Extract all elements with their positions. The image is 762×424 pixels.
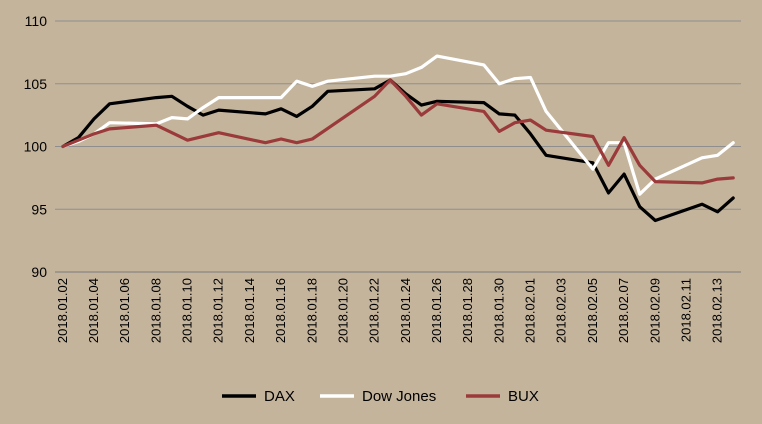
gridlines (55, 20, 741, 273)
legend-label: BUX (508, 388, 539, 405)
x-tick-label: 2018.01.30 (491, 278, 506, 343)
legend-label: DAX (264, 388, 295, 405)
x-tick-label: 2018.01.10 (180, 278, 195, 343)
x-tick-label: 2018.02.09 (647, 278, 662, 343)
y-axis-ticks: 90 95 100 105 110 (24, 13, 48, 280)
y-tick-label: 100 (24, 139, 48, 155)
series-lines (61, 54, 735, 223)
x-tick-label: 2018.01.02 (55, 278, 70, 343)
x-tick-label: 2018.01.18 (304, 278, 319, 343)
x-tick-label: 2018.01.24 (398, 278, 413, 343)
x-tick-label: 2018.02.11 (678, 278, 693, 342)
x-tick-label: 2018.02.05 (585, 278, 600, 343)
x-tick-label: 2018.01.20 (335, 278, 350, 343)
x-tick-label: 2018.01.16 (273, 278, 288, 343)
x-tick-label: 2018.02.07 (616, 278, 631, 343)
x-tick-label: 2018.01.22 (367, 278, 382, 343)
x-tick-label: 2018.02.13 (710, 278, 725, 343)
series-line-bux (61, 78, 735, 185)
x-axis-ticks: 2018.01.02 2018.01.04 2018.01.06 2018.01.08… (55, 278, 725, 343)
x-tick-label: 2018.01.06 (117, 278, 132, 343)
x-tick-label: 2018.01.12 (211, 278, 226, 343)
x-tick-label: 2018.01.08 (148, 278, 163, 343)
y-tick-label: 110 (25, 13, 48, 29)
x-tick-label: 2018.01.26 (429, 278, 444, 343)
legend-label: Dow Jones (362, 388, 436, 405)
x-tick-label: 2018.02.01 (523, 278, 538, 343)
x-tick-label: 2018.01.04 (86, 278, 101, 343)
y-tick-label: 105 (24, 76, 48, 92)
legend: DAX Dow Jones BUX (222, 388, 539, 405)
series-line-dow-jones (61, 54, 735, 196)
y-tick-label: 95 (31, 201, 47, 217)
y-tick-label: 90 (31, 264, 47, 280)
x-tick-label: 2018.01.28 (460, 278, 475, 343)
x-tick-label: 2018.01.14 (242, 278, 257, 343)
x-tick-label: 2018.02.03 (554, 278, 569, 343)
